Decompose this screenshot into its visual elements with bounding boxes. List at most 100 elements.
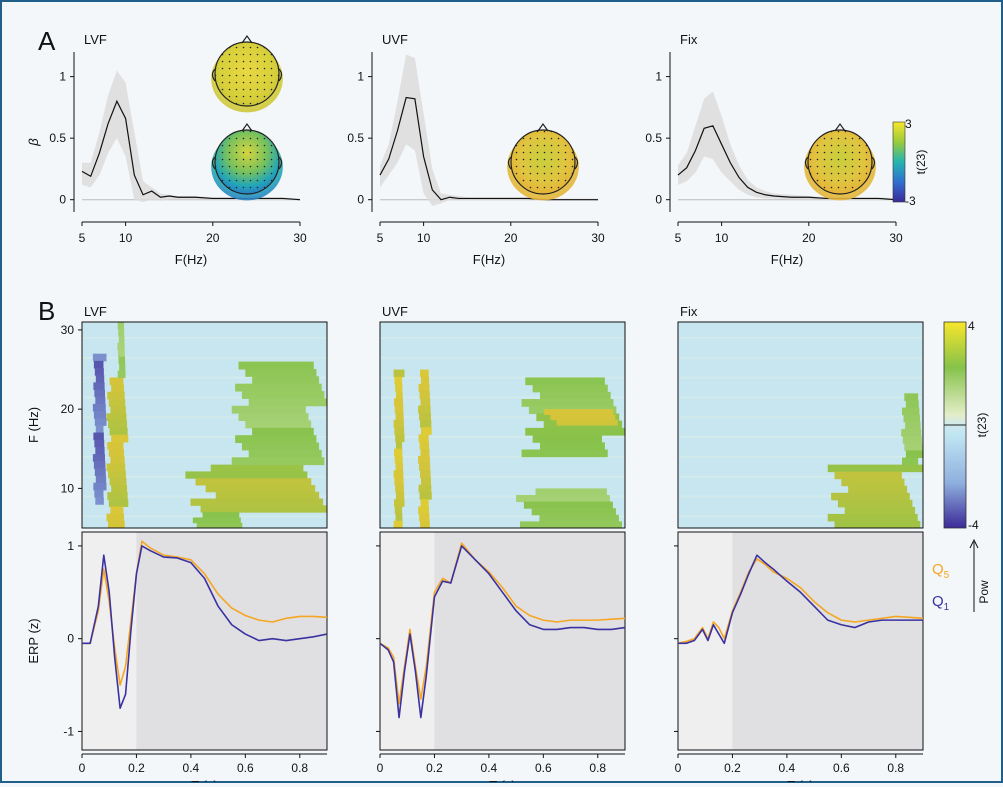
cluster-block: [516, 494, 610, 503]
cluster-block: [117, 349, 125, 358]
x-tick-label: 0.6: [833, 761, 850, 775]
ear-left-icon: [211, 156, 216, 170]
cluster-block: [190, 498, 324, 506]
cluster-block: [235, 435, 317, 444]
cluster-block: [419, 513, 430, 522]
cluster-block: [108, 470, 126, 479]
heatmap-texture: [380, 455, 625, 458]
y-tick-label: 0: [67, 632, 74, 646]
cluster-block: [93, 360, 104, 369]
heatmap-texture: [678, 495, 923, 498]
cluster-block: [827, 464, 923, 473]
cluster-block: [395, 434, 405, 443]
cluster-block: [95, 475, 107, 484]
tf-heatmap-2: Fix: [677, 304, 924, 529]
x-tick-label: 0.4: [779, 761, 796, 775]
cluster-block: [92, 454, 105, 462]
ear-right-icon: [871, 156, 876, 170]
cluster-block: [241, 442, 320, 451]
plot-title: Fix: [680, 32, 698, 47]
spectrum-plot-1: UVF 0 0.5 1 5 10 20 30 F(Hz): [347, 32, 605, 267]
cluster-block: [520, 521, 622, 529]
cluster-block: [393, 470, 404, 479]
cluster-block: [95, 446, 105, 455]
cluster-block: [420, 448, 430, 457]
arrow-up-icon: [969, 538, 979, 549]
cluster-block: [93, 461, 106, 469]
cluster-block: [185, 471, 308, 479]
cluster-block: [235, 383, 322, 392]
cluster-block: [393, 369, 405, 378]
cluster-block: [119, 363, 126, 372]
ear-left-icon: [211, 68, 216, 82]
erp-frame: [677, 531, 924, 751]
cluster-block: [93, 432, 104, 441]
panel-label-b: B: [38, 296, 55, 326]
ear-left-icon: [804, 156, 809, 170]
colorbar-a-gradient: [892, 121, 906, 203]
cluster-block: [94, 389, 105, 398]
y-tick-label: 0: [357, 193, 364, 207]
cluster-block: [834, 471, 902, 480]
confidence-band: [678, 91, 896, 201]
cluster-block: [540, 391, 611, 400]
cluster-block: [93, 482, 107, 491]
electrode-grid: [511, 130, 575, 194]
cluster-block: [394, 398, 403, 407]
cluster-block: [395, 463, 403, 471]
cluster-block: [210, 464, 304, 472]
cluster-block: [108, 520, 125, 529]
cluster-block: [394, 477, 404, 486]
cluster-block: [418, 455, 430, 464]
legend-q1: Q1: [932, 593, 950, 613]
x-tick-label: 10: [119, 231, 133, 245]
cluster-block: [418, 506, 430, 515]
erp-line-q1: [678, 554, 923, 645]
cluster-block: [393, 419, 404, 428]
cluster-block: [420, 470, 431, 479]
heatmap-texture: [82, 416, 327, 419]
cluster-block: [419, 391, 430, 399]
y-tick-label: 0.5: [49, 131, 66, 145]
cluster-block: [421, 376, 430, 385]
cluster-block: [93, 411, 107, 419]
cluster-block: [195, 478, 312, 486]
cluster-block: [420, 398, 431, 407]
y-tick-label: 0.5: [347, 131, 364, 145]
erp-frame: [379, 531, 626, 751]
cluster-block: [118, 328, 125, 337]
heatmap-texture: [678, 416, 923, 419]
x-tick-label: 0: [79, 761, 86, 775]
x-tick-label: 0.8: [589, 761, 606, 775]
y-tick-label: 30: [61, 323, 75, 337]
colorbar-b-min: -4: [968, 518, 979, 532]
cluster-block: [419, 441, 430, 450]
cluster-block: [393, 520, 403, 529]
cluster-block: [94, 368, 104, 376]
y-axis-label: β: [26, 138, 41, 147]
erp-line-q1: [82, 545, 328, 710]
colorbar-a-min: -3: [905, 194, 916, 208]
x-axis-label: T (s): [191, 778, 217, 782]
cluster-block: [419, 412, 431, 421]
electrode-grid: [215, 42, 279, 106]
cluster-block: [248, 449, 322, 458]
heatmap-texture: [678, 356, 923, 359]
cluster-block: [118, 335, 125, 344]
x-tick-label: 20: [206, 231, 220, 245]
x-tick-label: 10: [715, 231, 729, 245]
cluster-block: [418, 383, 430, 392]
cluster-block: [394, 499, 405, 507]
cluster-block: [841, 478, 905, 487]
x-tick-label: 0.6: [237, 761, 254, 775]
cluster-block: [420, 499, 429, 507]
x-axis-label: T (s): [489, 778, 515, 782]
cluster-block: [94, 489, 104, 498]
cluster-block: [521, 449, 608, 458]
heatmap-texture: [380, 495, 625, 498]
heatmap-texture: [82, 337, 327, 340]
heatmap-texture: [82, 396, 327, 399]
cluster-block: [108, 499, 129, 507]
heatmap-texture: [678, 436, 923, 439]
erp-plot-0: 0 0.2 0.4 0.6 0.8 T (s) -1 0 1 ERP (z): [26, 531, 328, 787]
